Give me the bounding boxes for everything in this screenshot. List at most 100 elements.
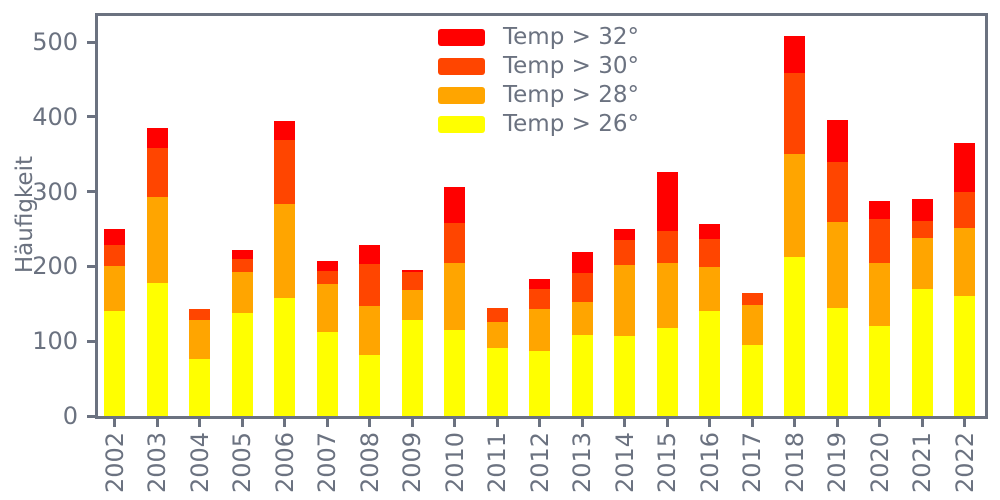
bar-2006 xyxy=(274,120,295,416)
x-tick-mark xyxy=(198,419,201,427)
bar-segment xyxy=(189,309,210,320)
bar-segment xyxy=(401,320,423,416)
bar-segment xyxy=(401,270,423,272)
x-tick-mark xyxy=(410,419,414,427)
x-tick-label: 2013 xyxy=(568,431,596,493)
x-tick-mark xyxy=(368,419,371,427)
x-tick-label: 2003 xyxy=(143,431,171,493)
bar-segment xyxy=(444,186,465,224)
bar-segment xyxy=(571,335,593,416)
bar-segment xyxy=(359,263,380,307)
x-tick-mark xyxy=(750,419,754,427)
bar-segment xyxy=(954,192,975,228)
bar-segment xyxy=(784,72,805,155)
bar-segment xyxy=(911,199,933,221)
x-tick-mark xyxy=(155,419,159,427)
x-tick-label: 2011 xyxy=(483,431,511,493)
bar-segment xyxy=(614,229,635,241)
legend-label: Temp > 28° xyxy=(503,82,639,108)
bar-2021 xyxy=(911,199,933,416)
bar-2002 xyxy=(104,229,125,416)
y-tick-label: 500 xyxy=(32,28,78,57)
bar-segment xyxy=(401,289,423,321)
bar-segment xyxy=(656,263,678,328)
bar-2007 xyxy=(316,260,338,416)
x-tick-label: 2016 xyxy=(695,431,724,493)
bar-segment xyxy=(529,350,550,416)
bar-2012 xyxy=(529,279,550,416)
bar-segment xyxy=(316,270,338,284)
y-tick-mark xyxy=(87,339,95,343)
bar-segment xyxy=(741,305,763,345)
bar-2017 xyxy=(741,293,763,416)
x-tick-label: 2002 xyxy=(100,431,129,493)
bar-segment xyxy=(359,244,380,264)
x-tick-label: 2005 xyxy=(228,431,256,493)
x-tick-mark xyxy=(113,419,116,427)
bar-segment xyxy=(911,288,933,416)
bar-2008 xyxy=(359,244,380,416)
x-tick-label: 2017 xyxy=(738,431,766,493)
bar-segment xyxy=(104,266,125,312)
x-tick-label: 2014 xyxy=(610,431,639,493)
legend-swatch-temp-gt-32 xyxy=(438,29,485,46)
bar-2009 xyxy=(401,270,423,416)
legend: Temp > 32° Temp > 30° Temp > 28° Temp > 26° xyxy=(438,24,639,137)
x-tick-mark xyxy=(708,419,711,427)
legend-swatch-temp-gt-28 xyxy=(438,87,485,104)
bar-segment xyxy=(869,219,890,263)
bar-segment xyxy=(954,227,975,297)
bar-segment xyxy=(529,288,550,310)
bar-segment xyxy=(869,326,890,416)
bar-segment xyxy=(699,311,720,416)
bar-segment xyxy=(571,251,593,274)
bar-segment xyxy=(104,229,125,245)
bar-segment xyxy=(316,260,338,271)
bar-2015 xyxy=(656,172,678,416)
bar-segment xyxy=(359,306,380,356)
bar-segment xyxy=(274,203,295,298)
x-tick-mark xyxy=(835,419,839,427)
x-tick-label: 2012 xyxy=(525,431,554,493)
y-tick-mark xyxy=(87,190,95,194)
y-tick-mark xyxy=(87,115,95,119)
legend-label: Temp > 26° xyxy=(503,111,639,137)
y-tick-mark xyxy=(87,414,95,418)
bar-segment xyxy=(911,238,933,289)
x-tick-label: 2018 xyxy=(780,431,809,493)
bar-segment xyxy=(146,128,168,149)
bar-segment xyxy=(869,201,890,220)
bar-segment xyxy=(486,347,508,416)
bar-segment xyxy=(231,312,253,416)
y-axis-label-box: Häufigkeit xyxy=(8,90,42,340)
bar-segment xyxy=(274,297,295,416)
x-tick-label: 2021 xyxy=(908,431,936,493)
bar-segment xyxy=(274,140,295,204)
bar-segment xyxy=(784,256,805,416)
bar-2013 xyxy=(571,251,593,416)
legend-row-temp-gt-28: Temp > 28° xyxy=(438,82,639,108)
bar-2014 xyxy=(614,229,635,416)
x-tick-mark xyxy=(793,419,796,427)
bar-2004 xyxy=(189,309,210,416)
bar-segment xyxy=(146,282,168,416)
bar-segment xyxy=(699,238,720,268)
x-tick-mark xyxy=(325,419,329,427)
bar-segment xyxy=(784,154,805,257)
bar-segment xyxy=(954,143,975,193)
bar-segment xyxy=(614,264,635,336)
y-tick-label: 400 xyxy=(32,102,78,131)
y-axis-label: Häufigkeit xyxy=(12,156,38,274)
bar-segment xyxy=(656,230,678,264)
legend-label: Temp > 32° xyxy=(503,24,639,50)
legend-row-temp-gt-26: Temp > 26° xyxy=(438,111,639,137)
x-tick-label: 2019 xyxy=(823,431,851,493)
bar-2020 xyxy=(869,201,890,416)
bar-segment xyxy=(444,223,465,263)
bar-segment xyxy=(146,196,168,283)
bar-2018 xyxy=(784,36,805,416)
bar-2010 xyxy=(444,186,465,416)
bar-segment xyxy=(614,240,635,265)
bar-segment xyxy=(911,220,933,239)
